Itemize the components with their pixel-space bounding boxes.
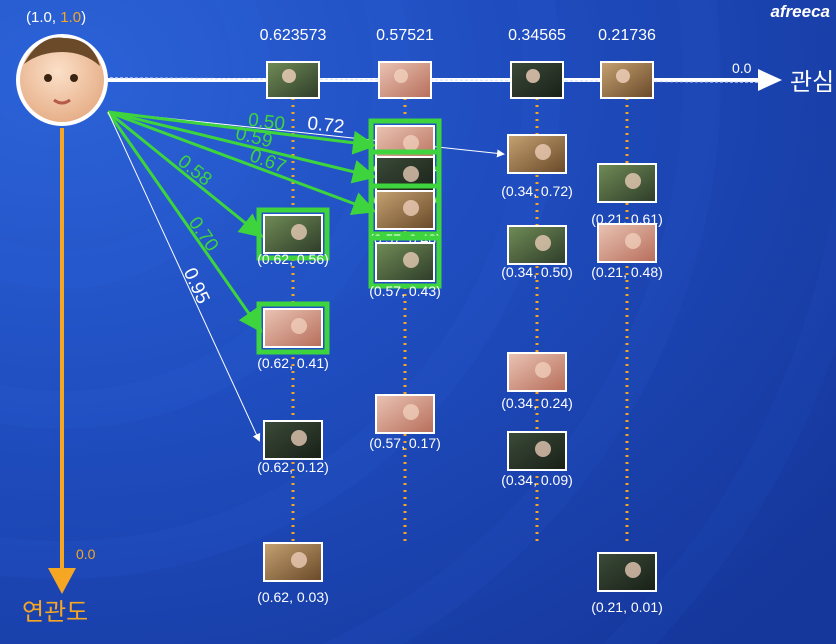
interest-axis-arrow-icon: [758, 69, 782, 91]
thumbnail-figure-icon: [535, 235, 551, 251]
recommendation-item[interactable]: (0.34, 0.72): [501, 134, 573, 199]
item-coordinate-label: (0.34, 0.09): [501, 472, 573, 488]
item-coordinate-label: (0.34, 0.50): [501, 264, 573, 280]
recommendation-item[interactable]: (0.21, 0.01): [591, 552, 663, 615]
recommendation-items: (0.62, 0.56) (0.62, 0.41) (0.62, 0.12) (0.6…: [256, 118, 663, 615]
recommendation-item[interactable]: (0.34, 0.50): [501, 225, 573, 280]
column-score: 0.21736: [598, 27, 656, 44]
avatar-mouth: [53, 98, 71, 105]
column-score: 0.623573: [260, 27, 327, 44]
user-avatar[interactable]: [16, 34, 108, 126]
edge-line: [107, 110, 377, 155]
thumbnail-figure-icon: [535, 144, 551, 160]
edge-line: [106, 111, 263, 333]
recommendation-item[interactable]: (0.62, 0.03): [257, 542, 329, 605]
item-coordinate-label: (0.62, 0.03): [257, 589, 329, 605]
origin-y-value: 1.0: [60, 9, 81, 26]
column-score: 0.34565: [508, 27, 566, 44]
thumbnail-figure-icon: [403, 200, 419, 216]
relevance-axis-label: 연관도: [22, 599, 88, 626]
interest-axis-label: 관심: [790, 69, 834, 96]
thumbnail-figure-icon: [403, 166, 419, 182]
selection-highlight: [256, 207, 330, 261]
recommendation-item[interactable]: (0.34, 0.24): [501, 352, 573, 411]
brand-logo: afreeca: [770, 2, 830, 21]
thumbnail-figure-icon: [625, 233, 641, 249]
selection-highlight: [368, 183, 442, 237]
thumbnail-figure-icon: [291, 430, 307, 446]
column-top-thumbnail[interactable]: [510, 61, 564, 99]
edge-line: [107, 110, 264, 238]
selection-highlight: [256, 301, 330, 355]
thumbnail-figure-icon: [403, 404, 419, 420]
recommendation-item[interactable]: (0.21, 0.61): [591, 163, 663, 227]
edge-line: [107, 110, 377, 184]
relevance-axis-zero: 0.0: [76, 546, 96, 562]
item-coordinate-label: (0.34, 0.24): [501, 395, 573, 411]
thumbnail-figure-icon: [291, 318, 307, 334]
item-coordinate-label: (0.57, 0.17): [369, 435, 441, 451]
thumbnail-figure-icon: [535, 441, 551, 457]
recommendation-item[interactable]: (0.34, 0.09): [501, 431, 573, 488]
edge-line: [107, 110, 377, 215]
avatar-face: [20, 38, 104, 122]
column-top-thumbnail[interactable]: [600, 61, 654, 99]
recommendation-item[interactable]: (0.62, 0.12): [257, 420, 329, 475]
edge-weight-label: 0.50: [247, 110, 286, 135]
origin-label: (1.0, 1.0): [26, 9, 86, 26]
avatar-eye-left: [44, 74, 52, 82]
origin-x-value: 1.0: [31, 9, 52, 26]
recommendation-item[interactable]: (0.62, 0.41): [256, 301, 330, 371]
item-coordinate-label: (0.62, 0.12): [257, 459, 329, 475]
thumbnail-figure-icon: [616, 69, 630, 83]
interest-columns: 0.623573 0.57521 0.34565 0.21736: [260, 27, 656, 545]
recommendation-item[interactable]: (0.57, 0.43): [368, 235, 442, 299]
interest-axis-zero: 0.0: [732, 60, 752, 76]
recommendation-item[interactable]: (0.57, 0.17): [369, 394, 441, 451]
thumbnail-figure-icon: [291, 224, 307, 240]
thumbnail-figure-icon: [394, 69, 408, 83]
thumbnail-figure-icon: [625, 562, 641, 578]
edge-weight-label: 0.72: [306, 113, 345, 138]
column-score: 0.57521: [376, 27, 434, 44]
thumbnail-figure-icon: [535, 362, 551, 378]
item-coordinate-label: (0.34, 0.72): [501, 183, 573, 199]
item-coordinate-label: (0.62, 0.56): [257, 251, 329, 267]
item-coordinate-label: (0.62, 0.41): [257, 355, 329, 371]
column-top-thumbnail[interactable]: [378, 61, 432, 99]
thumbnail-figure-icon: [403, 252, 419, 268]
column-top-thumbnail[interactable]: [266, 61, 320, 99]
thumbnail-figure-icon: [403, 135, 419, 151]
recommendation-item[interactable]: (0.21, 0.48): [591, 223, 663, 280]
thumbnail-figure-icon: [526, 69, 540, 83]
relevance-axis-arrow-icon: [48, 568, 76, 594]
avatar-eye-right: [70, 74, 78, 82]
selection-highlight: [368, 235, 442, 289]
item-coordinate-label: (0.57, 0.43): [369, 283, 441, 299]
item-coordinate-label: (0.21, 0.01): [591, 599, 663, 615]
thumbnail-figure-icon: [625, 173, 641, 189]
thumbnail-figure-icon: [282, 69, 296, 83]
edge-line: [107, 111, 261, 442]
recommendation-item[interactable]: (0.62, 0.56): [256, 207, 330, 267]
avatar-hair: [24, 37, 100, 66]
thumbnail-figure-icon: [291, 552, 307, 568]
item-coordinate-label: (0.21, 0.48): [591, 264, 663, 280]
